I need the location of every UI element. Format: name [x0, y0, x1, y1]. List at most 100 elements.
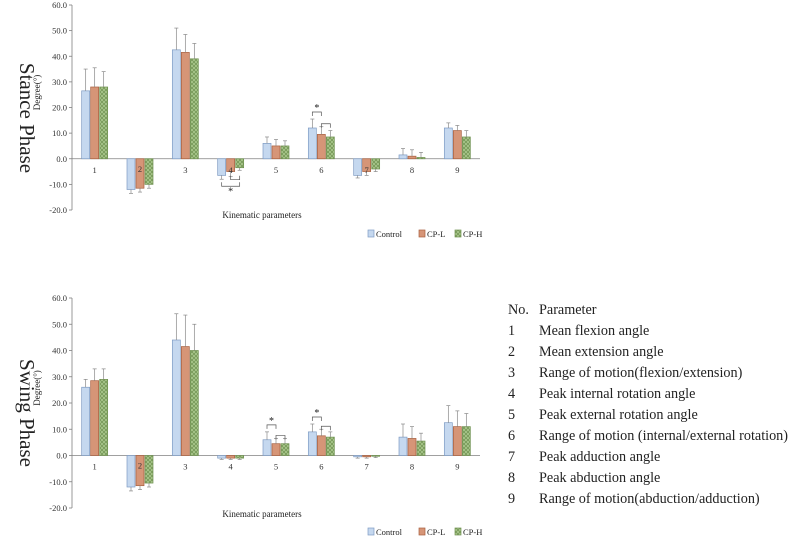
bar-control	[126, 158, 136, 190]
bar-cp-h	[189, 350, 199, 456]
legend-swatch-cp-l	[418, 229, 426, 238]
legend-label: CP-L	[427, 229, 445, 239]
bar-cp-l	[90, 380, 100, 456]
bar-control	[126, 455, 136, 488]
x-tick-label: 5	[274, 165, 278, 175]
x-tick-label: 8	[410, 165, 414, 175]
y-axis-label: Degree(°)	[32, 75, 42, 111]
y-tick-label: -10.0	[49, 179, 67, 189]
bar-control	[262, 143, 272, 160]
legend-label: Control	[376, 527, 403, 537]
x-tick-label: 7	[365, 462, 369, 472]
legend-label: CP-H	[463, 527, 482, 537]
parameter-name: Peak external rotation angle	[539, 407, 698, 423]
parameter-name: Range of motion(flexion/extension)	[539, 365, 743, 381]
y-tick-label: 20.0	[52, 398, 67, 408]
bar-cp-l	[90, 86, 100, 160]
bar-cp-h	[461, 136, 471, 160]
bar-control	[307, 127, 317, 160]
x-tick-label: 1	[93, 462, 97, 472]
bar-cp-l	[407, 155, 417, 160]
parameter-no: 2	[508, 344, 516, 360]
x-tick-label: 6	[319, 462, 323, 472]
significance-bracket	[275, 435, 286, 440]
parameter-row: 3 Range of motion(flexion/extension)	[508, 363, 788, 384]
y-tick-label: 0.0	[56, 451, 67, 461]
bar-control	[81, 90, 91, 160]
bar-cp-l	[362, 455, 372, 458]
parameter-row: 7 Peak adduction angle	[508, 447, 788, 468]
bar-cp-h	[416, 157, 426, 160]
bar-cp-l	[271, 145, 281, 160]
y-tick-label: -20.0	[49, 205, 67, 215]
legend-swatch-cp-h	[454, 527, 462, 536]
bar-cp-l	[452, 130, 462, 160]
bar-cp-l	[180, 346, 190, 456]
parameter-name: Range of motion(abduction/adduction)	[539, 491, 760, 507]
y-tick-label: 30.0	[52, 372, 67, 382]
x-tick-label: 1	[93, 165, 97, 175]
bar-cp-h	[416, 440, 426, 456]
panel-label: Swing Phase	[15, 359, 39, 467]
significance-star: *	[228, 186, 233, 197]
parameter-row: 4 Peak internal rotation angle	[508, 384, 788, 405]
bar-control	[353, 455, 363, 458]
y-tick-label: -10.0	[49, 477, 67, 487]
header-no: No.	[508, 302, 529, 318]
y-tick-label: 50.0	[52, 319, 67, 329]
bar-cp-h	[235, 455, 245, 459]
bar-cp-h	[99, 379, 109, 456]
parameter-no: 8	[508, 470, 516, 486]
bar-control	[398, 154, 408, 160]
bar-cp-l	[407, 438, 417, 456]
bar-cp-l	[180, 52, 190, 160]
legend-swatch-control	[367, 527, 375, 536]
significance-bracket	[266, 424, 277, 429]
x-tick-label: 9	[455, 165, 459, 175]
y-tick-label: 20.0	[52, 103, 67, 113]
parameter-name: Mean extension angle	[539, 344, 664, 360]
x-tick-label: 9	[455, 462, 459, 472]
x-tick-label: 4	[229, 462, 234, 472]
bar-cp-l	[316, 134, 326, 160]
bar-control	[217, 158, 227, 176]
x-tick-label: 3	[183, 462, 187, 472]
bar-cp-h	[371, 158, 381, 170]
parameter-no: 4	[508, 386, 516, 402]
bar-control	[217, 455, 227, 459]
legend-label: Control	[376, 229, 403, 239]
bar-control	[443, 422, 453, 456]
y-tick-label: 30.0	[52, 77, 67, 87]
parameter-row: 5 Peak external rotation angle	[508, 405, 788, 426]
parameter-row: 6 Range of motion (internal/external rota…	[508, 426, 788, 447]
parameter-name: Peak internal rotation angle	[539, 386, 696, 402]
parameter-no: 9	[508, 491, 516, 507]
y-tick-label: 0.0	[56, 154, 67, 164]
parameter-row: 8 Peak abduction angle	[508, 468, 788, 489]
parameter-row: 2 Mean extension angle	[508, 342, 788, 363]
bar-cp-h	[144, 455, 154, 484]
bar-cp-l	[316, 435, 326, 456]
bar-cp-h	[371, 455, 381, 457]
x-tick-label: 6	[319, 165, 323, 175]
header-parameter: Parameter	[539, 302, 597, 318]
x-tick-label: 4	[229, 165, 234, 175]
y-tick-label: 40.0	[52, 346, 67, 356]
y-tick-label: 10.0	[52, 128, 67, 138]
bar-cp-h	[189, 58, 199, 160]
significance-bracket	[230, 175, 241, 181]
parameter-name: Range of motion (internal/external rotat…	[539, 428, 788, 444]
parameter-row: 9 Range of motion(abduction/adduction)	[508, 489, 788, 510]
y-tick-label: 10.0	[52, 424, 67, 434]
x-tick-label: 2	[138, 164, 142, 174]
x-axis-label: Kinematic parameters	[222, 210, 302, 220]
parameter-table-header: No. Parameter	[508, 300, 788, 321]
y-axis-label: Degree(°)	[32, 370, 42, 406]
y-tick-label: 60.0	[52, 0, 67, 10]
legend-swatch-cp-h	[454, 229, 462, 238]
bar-cp-h	[325, 136, 335, 160]
legend-label: CP-H	[463, 229, 482, 239]
x-tick-label: 2	[138, 461, 142, 471]
significance-bracket	[311, 111, 322, 117]
